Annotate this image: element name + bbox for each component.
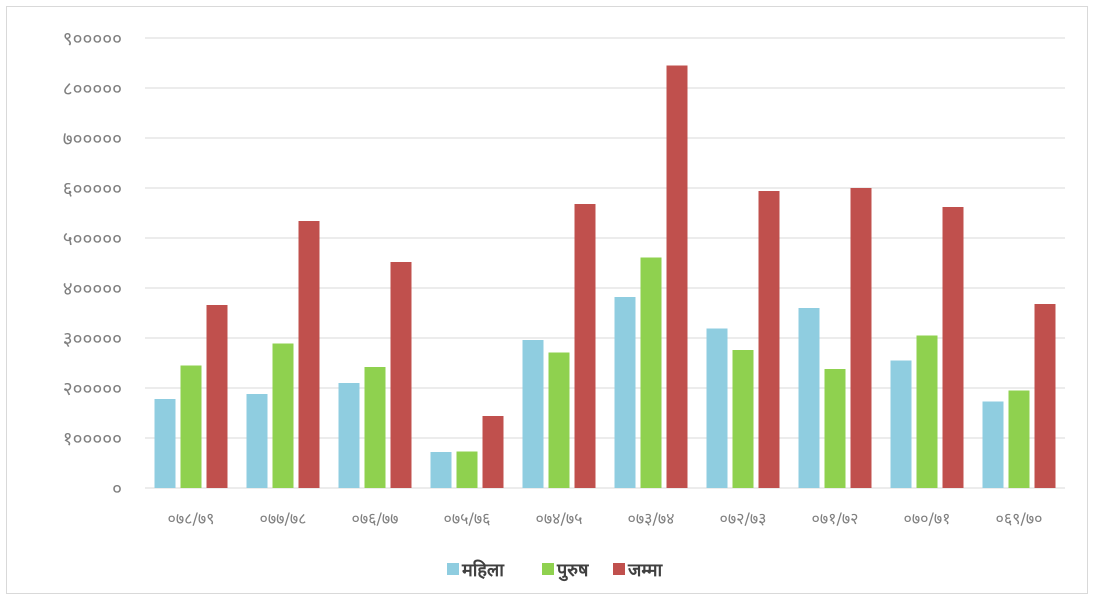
bar-3-8 <box>850 188 872 488</box>
bar-1-3 <box>338 383 360 488</box>
legend-item: महिला <box>447 559 505 581</box>
bar-1-9 <box>890 360 912 488</box>
bar-1-4 <box>430 452 452 488</box>
x-tick-label: ०७१/७२ <box>812 509 859 528</box>
bar-1-10 <box>982 401 1004 488</box>
x-tick-label: ०७६/७७ <box>352 509 399 528</box>
x-tick-label: ०७५/७६ <box>444 509 491 528</box>
bar-3-4 <box>482 416 504 488</box>
legend: महिला पुरुष जम्मा <box>447 559 664 582</box>
x-tick-label: ०७४/७५ <box>536 509 583 528</box>
bar-3-1 <box>206 305 228 488</box>
x-tick-label: ०७३/७४ <box>628 509 675 528</box>
bar-3-10 <box>1034 304 1056 488</box>
x-tick-label: ०६९/७० <box>996 509 1043 528</box>
y-tick-label: ० <box>112 478 122 500</box>
bar-2-10 <box>1008 390 1030 488</box>
bar-2-8 <box>824 369 846 488</box>
bar-3-7 <box>758 191 780 488</box>
legend-swatch <box>613 563 625 575</box>
bar-2-7 <box>732 350 754 488</box>
chart-frame <box>6 6 1088 594</box>
legend-item: जम्मा <box>613 560 664 581</box>
bar-3-6 <box>666 65 688 488</box>
bar-1-8 <box>798 308 820 488</box>
y-tick-label: ४००००० <box>63 278 122 300</box>
y-tick-label: ६००००० <box>63 178 122 200</box>
legend-label: महिला <box>461 559 505 581</box>
x-tick-label: ०७०/७१ <box>904 509 951 528</box>
legend-label: पुरुष <box>556 560 589 582</box>
x-axis: ०७८/७९ ०७७/७८ ०७६/७७ ०७५/७६ ०७४/७५ ०७३/७४ ०७२/… <box>168 509 1043 528</box>
y-tick-label: ३००००० <box>63 328 122 350</box>
y-axis: ० १००००० २००००० ३००००० ४००००० ५००००० ६००००० ७००… <box>63 28 122 500</box>
legend-swatch <box>447 563 459 575</box>
bar-1-5 <box>522 340 544 488</box>
bar-2-1 <box>180 365 202 488</box>
bar-1-1 <box>154 399 176 488</box>
y-tick-label: ७००००० <box>63 128 122 150</box>
gridlines <box>145 37 1065 489</box>
bars <box>154 65 1056 488</box>
y-tick-label: ९००००० <box>63 28 122 50</box>
legend-label: जम्मा <box>627 560 664 581</box>
y-tick-label: २००००० <box>63 378 122 400</box>
bar-2-4 <box>456 451 478 488</box>
legend-item: पुरुष <box>542 560 589 582</box>
y-tick-label: ५००००० <box>63 228 122 250</box>
x-tick-label: ०७२/७३ <box>720 509 767 528</box>
bar-3-3 <box>390 262 412 488</box>
x-tick-label: ०७७/७८ <box>260 509 307 528</box>
x-tick-label: ०७८/७९ <box>168 509 215 528</box>
bar-2-9 <box>916 335 938 488</box>
bar-2-2 <box>272 343 294 488</box>
y-tick-label: १००००० <box>63 428 122 450</box>
bar-1-6 <box>614 297 636 488</box>
bar-1-2 <box>246 394 268 488</box>
bar-2-5 <box>548 352 570 488</box>
legend-swatch <box>542 563 554 575</box>
bar-3-2 <box>298 221 320 488</box>
bar-1-7 <box>706 328 728 488</box>
bar-2-3 <box>364 367 386 488</box>
bar-3-9 <box>942 207 964 488</box>
y-tick-label: ८००००० <box>63 78 122 100</box>
bar-3-5 <box>574 204 596 488</box>
bar-2-6 <box>640 257 662 488</box>
